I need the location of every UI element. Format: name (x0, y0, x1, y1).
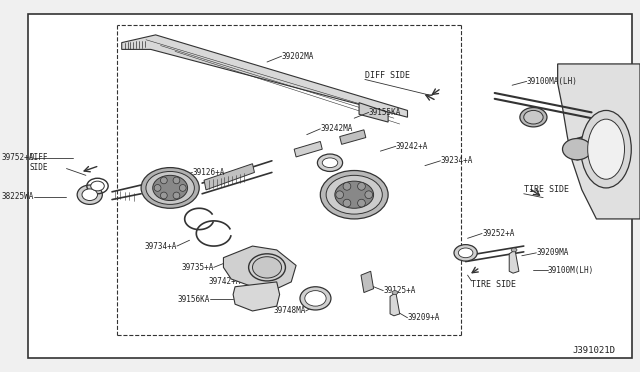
Polygon shape (233, 282, 280, 311)
Circle shape (161, 177, 167, 184)
Text: DIFF
SIDE: DIFF SIDE (29, 153, 48, 173)
Circle shape (343, 199, 351, 207)
Text: 39209+A: 39209+A (408, 313, 440, 322)
Polygon shape (340, 130, 366, 144)
Polygon shape (359, 103, 388, 122)
Text: TIRE SIDE: TIRE SIDE (472, 280, 516, 289)
Ellipse shape (392, 291, 398, 295)
Text: TIRE SIDE: TIRE SIDE (524, 185, 569, 195)
Ellipse shape (300, 287, 331, 310)
Circle shape (358, 182, 365, 190)
Circle shape (173, 177, 180, 184)
Ellipse shape (323, 158, 338, 168)
Polygon shape (28, 13, 632, 359)
Ellipse shape (335, 181, 374, 208)
Text: J391021D: J391021D (572, 346, 615, 355)
Ellipse shape (146, 171, 195, 204)
Circle shape (343, 182, 351, 190)
Text: 39155KA: 39155KA (369, 108, 401, 117)
Ellipse shape (458, 248, 473, 258)
Polygon shape (204, 164, 255, 190)
Text: 39242MA: 39242MA (320, 124, 353, 133)
Polygon shape (361, 271, 374, 292)
Ellipse shape (320, 170, 388, 219)
Circle shape (179, 185, 186, 191)
Ellipse shape (588, 119, 625, 179)
Polygon shape (122, 35, 408, 117)
Ellipse shape (305, 291, 326, 306)
Polygon shape (294, 141, 323, 157)
Circle shape (173, 192, 180, 199)
Text: 39100M(LH): 39100M(LH) (548, 266, 594, 275)
Polygon shape (223, 246, 296, 289)
Text: 38225WA: 38225WA (1, 192, 33, 201)
Text: 39202MA: 39202MA (282, 52, 314, 61)
Ellipse shape (581, 110, 631, 188)
Text: 39735+A: 39735+A (181, 263, 214, 272)
Text: 39748MA: 39748MA (273, 307, 306, 315)
Ellipse shape (326, 175, 382, 214)
Ellipse shape (253, 257, 282, 278)
Ellipse shape (141, 168, 199, 208)
Text: 39209MA: 39209MA (536, 248, 569, 257)
Ellipse shape (511, 248, 517, 252)
Circle shape (154, 185, 161, 191)
Ellipse shape (563, 138, 591, 160)
Ellipse shape (77, 185, 102, 204)
Ellipse shape (524, 110, 543, 124)
Text: DIFF SIDE: DIFF SIDE (365, 71, 410, 80)
Polygon shape (557, 64, 640, 219)
Circle shape (358, 199, 365, 207)
Polygon shape (509, 250, 519, 273)
Circle shape (336, 191, 344, 199)
Text: 39242+A: 39242+A (396, 142, 428, 151)
Text: 39100MA(LH): 39100MA(LH) (527, 77, 577, 86)
Text: 39252+A: 39252+A (482, 229, 515, 238)
Circle shape (365, 191, 372, 199)
Text: 39156KA: 39156KA (177, 295, 210, 304)
Ellipse shape (153, 175, 188, 201)
Text: 39234+A: 39234+A (440, 156, 473, 165)
Ellipse shape (520, 108, 547, 127)
Polygon shape (390, 292, 400, 316)
Text: 39752+A: 39752+A (1, 153, 33, 163)
Text: 39125+A: 39125+A (383, 286, 415, 295)
Ellipse shape (91, 181, 104, 191)
Ellipse shape (454, 245, 477, 261)
Text: 39126+A: 39126+A (193, 168, 225, 177)
Circle shape (161, 192, 167, 199)
Text: 39742+A: 39742+A (209, 278, 241, 286)
Ellipse shape (317, 154, 342, 171)
Text: 39734+A: 39734+A (145, 241, 177, 251)
Ellipse shape (82, 189, 97, 201)
